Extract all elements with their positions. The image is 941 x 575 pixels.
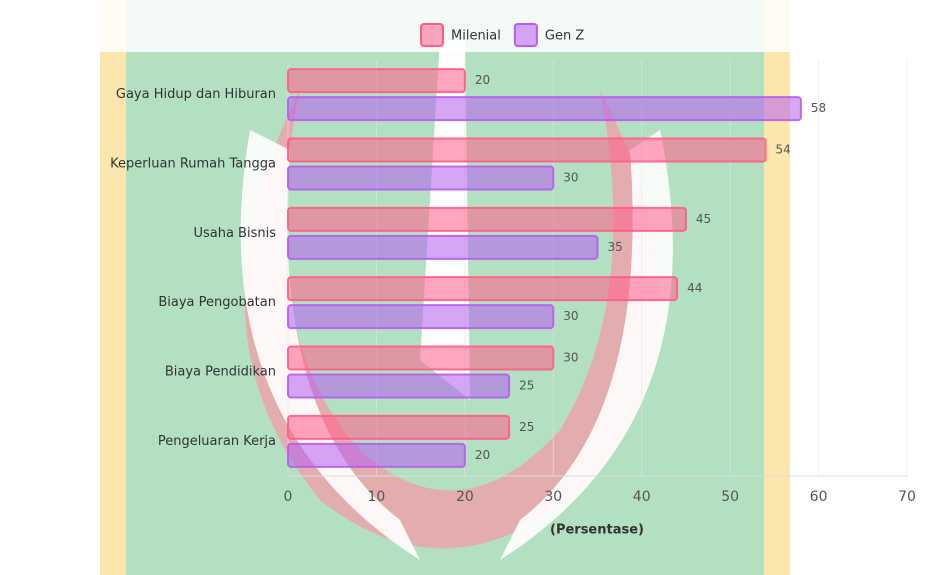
value-label: 54 [776, 143, 791, 157]
value-label: 45 [696, 212, 711, 226]
bar [288, 236, 598, 259]
legend-swatch [515, 24, 537, 46]
bar [288, 444, 465, 467]
bar [288, 375, 509, 398]
legend-label: Gen Z [545, 29, 584, 44]
legend-label: Milenial [451, 29, 501, 44]
x-axis-label: (Persentase) [550, 523, 644, 538]
y-tick-label: Gaya Hidup dan Hiburan [116, 87, 276, 102]
value-label: 20 [475, 448, 490, 462]
value-label: 30 [563, 171, 578, 185]
bar [288, 208, 686, 231]
x-tick-label: 0 [284, 489, 293, 505]
y-tick-label: Biaya Pendidikan [165, 365, 276, 380]
x-tick-label: 60 [810, 489, 828, 505]
bar [288, 167, 553, 190]
bar [288, 69, 465, 92]
value-label: 35 [608, 240, 623, 254]
bar [288, 139, 766, 162]
x-tick-label: 70 [898, 489, 916, 505]
value-label: 30 [563, 309, 578, 323]
y-tick-label: Pengeluaran Kerja [158, 434, 276, 449]
bar [288, 416, 509, 439]
bar [288, 347, 553, 370]
value-label: 58 [811, 101, 826, 115]
bar [288, 305, 553, 328]
chart: (Persentase) 0 10 20 30 40 50 60 70 Gaya Hidup d… [0, 0, 941, 575]
y-tick-label: Keperluan Rumah Tangga [110, 157, 276, 172]
value-label: 44 [687, 281, 702, 295]
y-tick-label: Usaha Bisnis [193, 226, 276, 241]
bar [288, 277, 677, 300]
x-tick-label: 30 [544, 489, 562, 505]
value-label: 20 [475, 73, 490, 87]
value-label: 30 [563, 351, 578, 365]
x-tick-label: 20 [456, 489, 474, 505]
x-tick-label: 10 [368, 489, 386, 505]
value-label: 25 [519, 420, 534, 434]
legend-swatch [421, 24, 443, 46]
x-tick-label: 40 [633, 489, 651, 505]
y-tick-label: Biaya Pengobatan [158, 295, 276, 310]
value-label: 25 [519, 379, 534, 393]
x-tick-label: 50 [721, 489, 739, 505]
bar [288, 97, 801, 120]
